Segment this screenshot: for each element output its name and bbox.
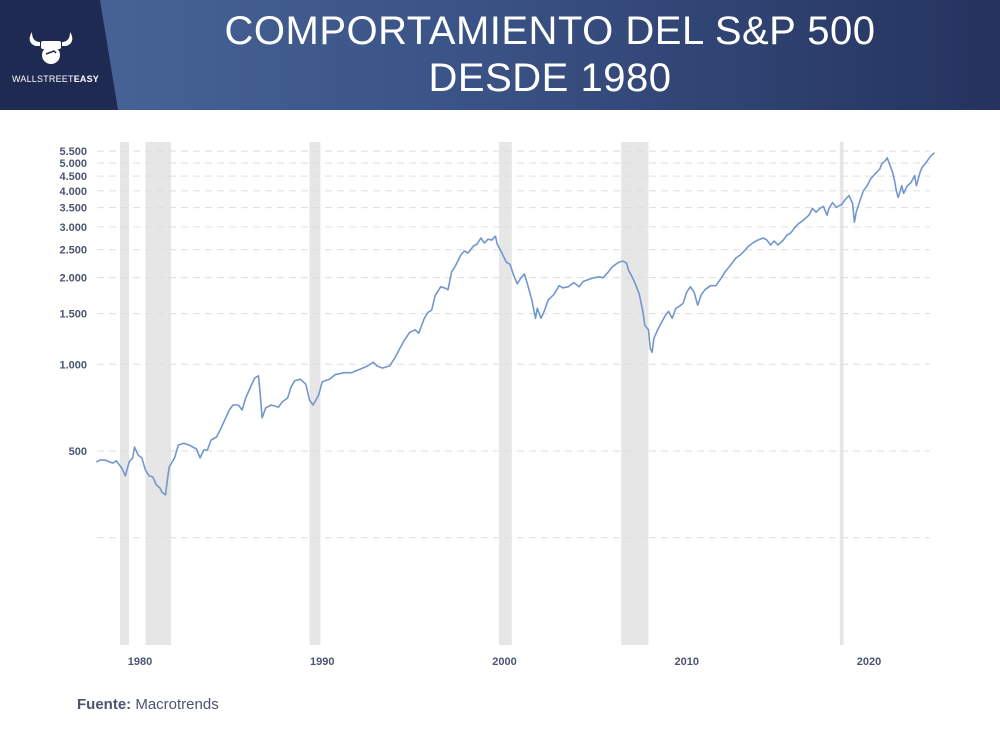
- recession-band: [119, 142, 130, 645]
- logo-text: WALLSTREETEASY: [12, 74, 99, 84]
- y-tick-label: 1.500: [59, 309, 87, 321]
- source-note: Fuente: Macrotrends: [77, 696, 219, 713]
- x-tick-label: 1980: [128, 656, 152, 668]
- recession-band: [309, 142, 321, 645]
- y-tick-label: 500: [69, 446, 87, 458]
- y-tick-label: 2.000: [59, 273, 87, 285]
- gridlines: [97, 150, 930, 539]
- x-tick-label: 2010: [675, 656, 699, 668]
- sp500-series-line: [95, 152, 936, 496]
- recession-band: [839, 142, 844, 645]
- recession-band: [145, 142, 171, 645]
- title-line-2: DESDE 1980: [428, 56, 672, 100]
- recession-band: [499, 142, 512, 645]
- y-tick-label: 1.000: [59, 359, 87, 371]
- source-label: Fuente:: [77, 696, 132, 713]
- y-tick-label: 3.500: [59, 203, 87, 215]
- x-tick-label: 1990: [310, 656, 334, 668]
- y-tick-label: 4.500: [59, 171, 87, 183]
- y-tick-label: 3.000: [59, 222, 87, 234]
- y-tick-label: 5.000: [59, 158, 87, 170]
- source-value: Macrotrends: [135, 696, 219, 713]
- header-banner: WALLSTREETEASY COMPORTAMIENTO DEL S&P 50…: [0, 0, 1000, 110]
- x-tick-label: 2000: [492, 656, 516, 668]
- bull-horns-fist-icon: [29, 32, 73, 64]
- chart-area: 5.500 5.000 4.500 4.000 3.500 3.000 2.500 2.000…: [0, 110, 1000, 690]
- x-tick-label: 2020: [857, 656, 881, 668]
- page-title: COMPORTAMIENTO DEL S&P 500 DESDE 1980: [150, 8, 950, 102]
- y-tick-label: 5.500: [59, 146, 87, 158]
- logo-block: WALLSTREETEASY: [0, 0, 118, 110]
- y-tick-label: 2.500: [59, 245, 87, 257]
- title-line-1: COMPORTAMIENTO DEL S&P 500: [224, 9, 876, 53]
- y-tick-label: 4.000: [59, 186, 87, 198]
- x-axis-ticks: 1980 1990 2000 2010 2020: [128, 656, 881, 668]
- recession-band: [621, 142, 649, 645]
- recession-bands: [119, 142, 844, 645]
